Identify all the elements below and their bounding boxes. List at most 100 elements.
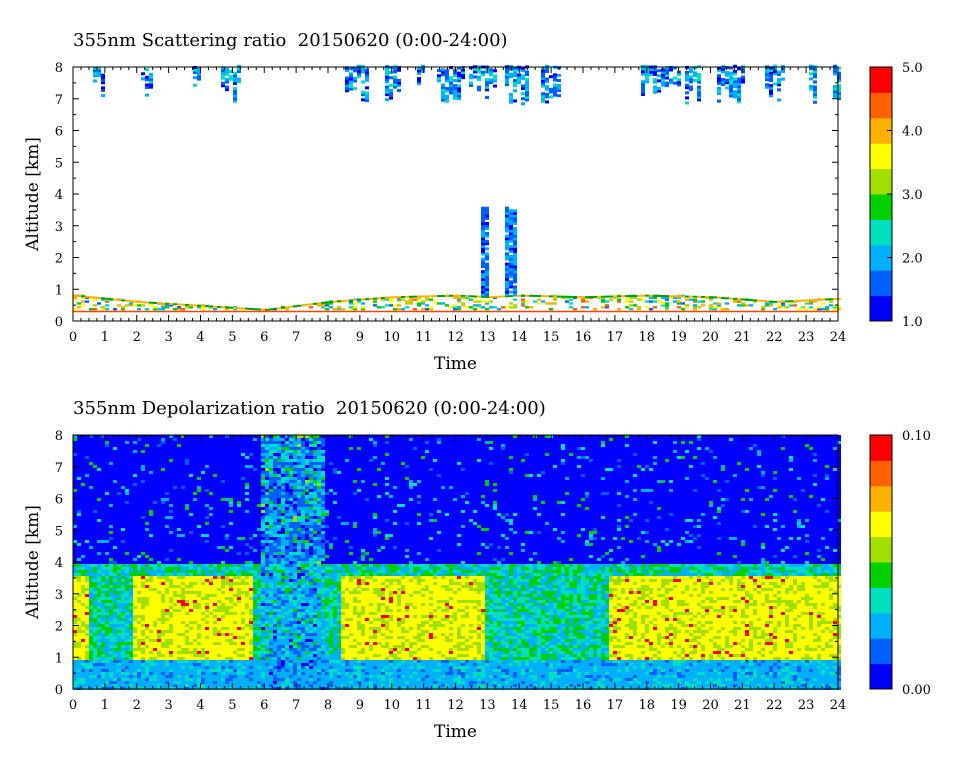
depol-cell	[229, 663, 233, 666]
depol-cell	[165, 456, 169, 459]
depol-cell	[169, 444, 173, 447]
depol-cell	[105, 474, 109, 477]
depol-cell	[73, 645, 77, 648]
depol-cell	[125, 498, 129, 501]
cirrus-cell	[837, 71, 841, 75]
cirrus-cell	[477, 88, 481, 92]
depol-cell	[121, 651, 125, 654]
cirrus-cell	[393, 77, 397, 82]
depol-cell	[185, 561, 189, 564]
depol-cell	[81, 519, 85, 522]
cirrus-cell	[441, 98, 445, 102]
cirrus-cell	[729, 84, 733, 88]
depol-cell	[229, 684, 233, 687]
depol-cell	[185, 612, 189, 615]
depol-cell	[173, 678, 177, 681]
depol-cell	[153, 576, 157, 579]
depol-cell	[141, 582, 145, 585]
depol-cell	[149, 459, 153, 462]
depol-cell	[161, 561, 165, 564]
bl-top-cell	[309, 303, 313, 306]
depol-cell	[177, 462, 181, 465]
depol-cell	[145, 555, 149, 558]
depol-cell	[121, 666, 125, 669]
cirrus-cell	[361, 70, 365, 74]
depol-cell	[117, 597, 121, 600]
depol-cell	[101, 675, 105, 678]
depol-cell	[225, 531, 229, 534]
depol-cell	[141, 636, 145, 639]
depol-cell	[209, 588, 213, 591]
depol-cell	[121, 474, 125, 477]
depol-cell	[145, 675, 149, 678]
depol-cell	[89, 654, 93, 657]
depol-cell	[173, 507, 177, 510]
column-cell	[481, 249, 485, 253]
depol-cell	[137, 684, 141, 687]
depol-cell	[81, 660, 85, 663]
depol-cell	[125, 543, 129, 546]
depol-cell	[209, 591, 213, 594]
depol-cell	[133, 600, 137, 603]
cirrus-cell	[697, 98, 701, 102]
depol-cell	[181, 489, 185, 492]
depol-cell	[153, 558, 157, 561]
depol-cell	[73, 486, 77, 489]
depol-cell	[89, 579, 93, 582]
cirrus-cell	[525, 83, 529, 87]
depol-cell	[217, 513, 221, 516]
aerosol-cell	[693, 304, 697, 307]
cirrus-cell	[837, 97, 841, 101]
depol-cell	[169, 600, 173, 603]
depol-cell	[185, 495, 189, 498]
bl-top-cell	[573, 295, 577, 298]
cirrus-cell	[765, 67, 769, 72]
depol-cell	[141, 570, 145, 573]
depol-cell	[85, 459, 89, 462]
depol-cell	[177, 681, 181, 684]
depol-cell	[89, 474, 93, 477]
cirrus-cell	[729, 66, 733, 70]
depol-cell	[173, 516, 177, 519]
depol-cell	[193, 588, 197, 591]
depol-cell	[177, 486, 181, 489]
depol-cell	[153, 477, 157, 480]
depol-cell	[181, 651, 185, 654]
depol-cell	[221, 645, 225, 648]
cirrus-cell	[393, 85, 397, 89]
depol-cell	[141, 477, 145, 480]
depol-cell	[109, 666, 113, 669]
depol-cell	[197, 552, 201, 555]
depol-cell	[165, 522, 169, 525]
cirrus-cell	[453, 94, 457, 98]
depol-cell	[129, 603, 133, 606]
depol-cell	[193, 501, 197, 504]
depol-cell	[121, 498, 125, 501]
depol-cell	[193, 636, 197, 639]
depol-cell	[161, 666, 165, 669]
aerosol-cell	[137, 304, 141, 307]
depol-cell	[101, 636, 105, 639]
bl-top-cell	[297, 304, 301, 307]
depol-cell	[105, 573, 109, 576]
cirrus-cell	[513, 99, 517, 103]
depol-cell	[89, 558, 93, 561]
column-cell	[513, 262, 517, 266]
depol-cell	[97, 684, 101, 687]
depol-cell	[121, 480, 125, 483]
depol-cell	[177, 513, 181, 516]
aerosol-cell	[529, 306, 533, 309]
aerosol-cell	[717, 302, 721, 305]
depol-cell	[145, 684, 149, 687]
cirrus-cell	[349, 82, 353, 86]
depol-cell	[209, 678, 213, 681]
depol-cell	[105, 510, 109, 513]
depol-cell	[113, 594, 117, 597]
depol-cell	[201, 567, 205, 570]
depol-cell	[85, 624, 89, 627]
cirrus-cell	[453, 89, 457, 93]
depol-cell	[105, 597, 109, 600]
column-cell	[481, 211, 485, 215]
depol-cell	[101, 477, 105, 480]
aerosol-cell	[121, 306, 125, 309]
